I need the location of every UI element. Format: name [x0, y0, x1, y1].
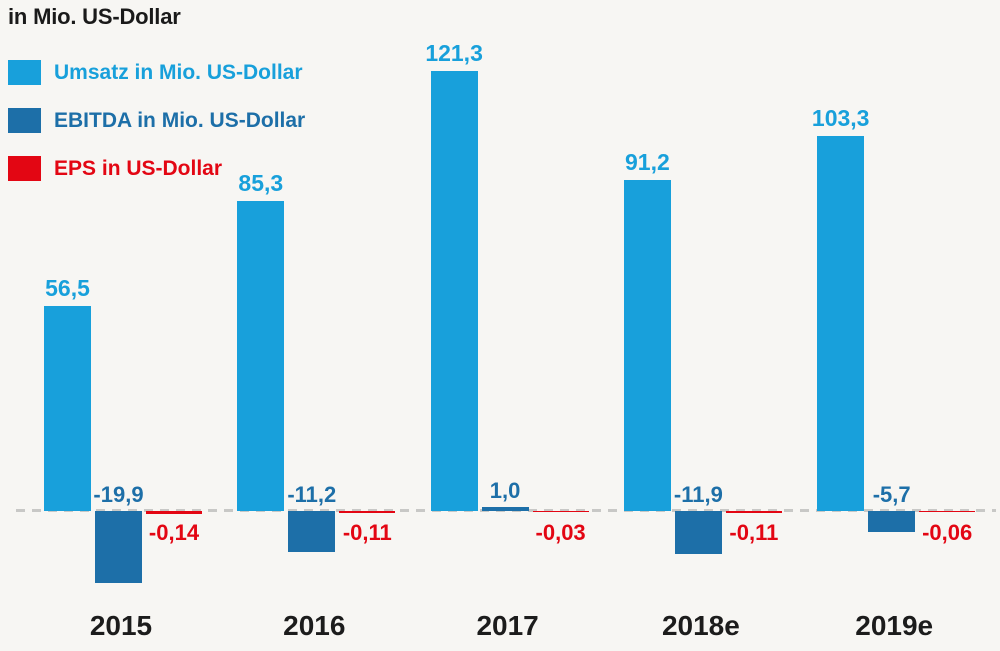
umsatz-bar-2018e [623, 179, 671, 511]
legend: Umsatz in Mio. US-Dollar EBITDA in Mio. U… [8, 60, 305, 181]
eps-bar-2015 [146, 511, 202, 515]
umsatz-bar-2016 [237, 201, 285, 511]
eps-value-2016: -0,11 [342, 520, 392, 545]
umsatz-bar-2019e [817, 136, 865, 511]
eps-bar-2017 [532, 511, 589, 512]
axis-label-2016: 2016 [283, 610, 346, 641]
axis-label-2015: 2015 [89, 610, 153, 641]
chart-title: in Mio. US-Dollar [8, 4, 181, 29]
eps-bar-2019e [919, 511, 976, 513]
ebitda-value-2018e: -11,9 [673, 482, 723, 507]
ebitda-bar-2015 [95, 511, 142, 584]
eps-value-2017: -0,03 [535, 520, 586, 545]
ebitda-value-2019e: -5,7 [872, 482, 911, 507]
legend-item-ebitda: EBITDA in Mio. US-Dollar [8, 108, 305, 133]
eps-value-2015: -0,14 [148, 520, 200, 545]
legend-item-eps: EPS in US-Dollar [8, 156, 305, 181]
ebitda-bar-2019e [868, 511, 916, 532]
umsatz-value-2015: 56,5 [45, 274, 90, 301]
ebitda-bar-2016 [288, 511, 336, 552]
ebitda-value-2016: -11,2 [287, 482, 337, 507]
ebitda-swatch [8, 108, 41, 133]
umsatz-swatch [8, 60, 41, 85]
legend-label-ebitda: EBITDA in Mio. US-Dollar [54, 108, 306, 132]
ebitda-value-2017: 1,0 [489, 478, 521, 504]
eps-bar-2018e [725, 511, 782, 514]
umsatz-value-2017: 121,3 [425, 39, 483, 66]
ebitda-value-2015: -19,9 [93, 482, 144, 507]
umsatz-bar-2017 [430, 70, 478, 511]
umsatz-value-2019e: 103,3 [811, 105, 870, 132]
axis-label-2019e: 2019e [855, 610, 934, 641]
eps-value-2018e: -0,11 [729, 520, 779, 545]
legend-label-eps: EPS in US-Dollar [54, 156, 223, 180]
umsatz-value-2018e: 91,2 [625, 148, 670, 175]
eps-bar-2016 [339, 511, 396, 514]
umsatz-value-2016: 85,3 [238, 170, 284, 197]
eps-value-2019e: -0,06 [922, 520, 973, 545]
umsatz-bar-2015 [44, 305, 91, 511]
ebitda-bar-2018e [674, 511, 722, 555]
legend-label-umsatz: Umsatz in Mio. US-Dollar [54, 60, 303, 84]
legend-item-umsatz: Umsatz in Mio. US-Dollar [8, 60, 305, 85]
ebitda-bar-2017 [481, 507, 529, 511]
axis-label-2018e: 2018e [661, 610, 740, 641]
axis-label-2017: 2017 [476, 610, 539, 641]
eps-swatch [8, 156, 41, 181]
